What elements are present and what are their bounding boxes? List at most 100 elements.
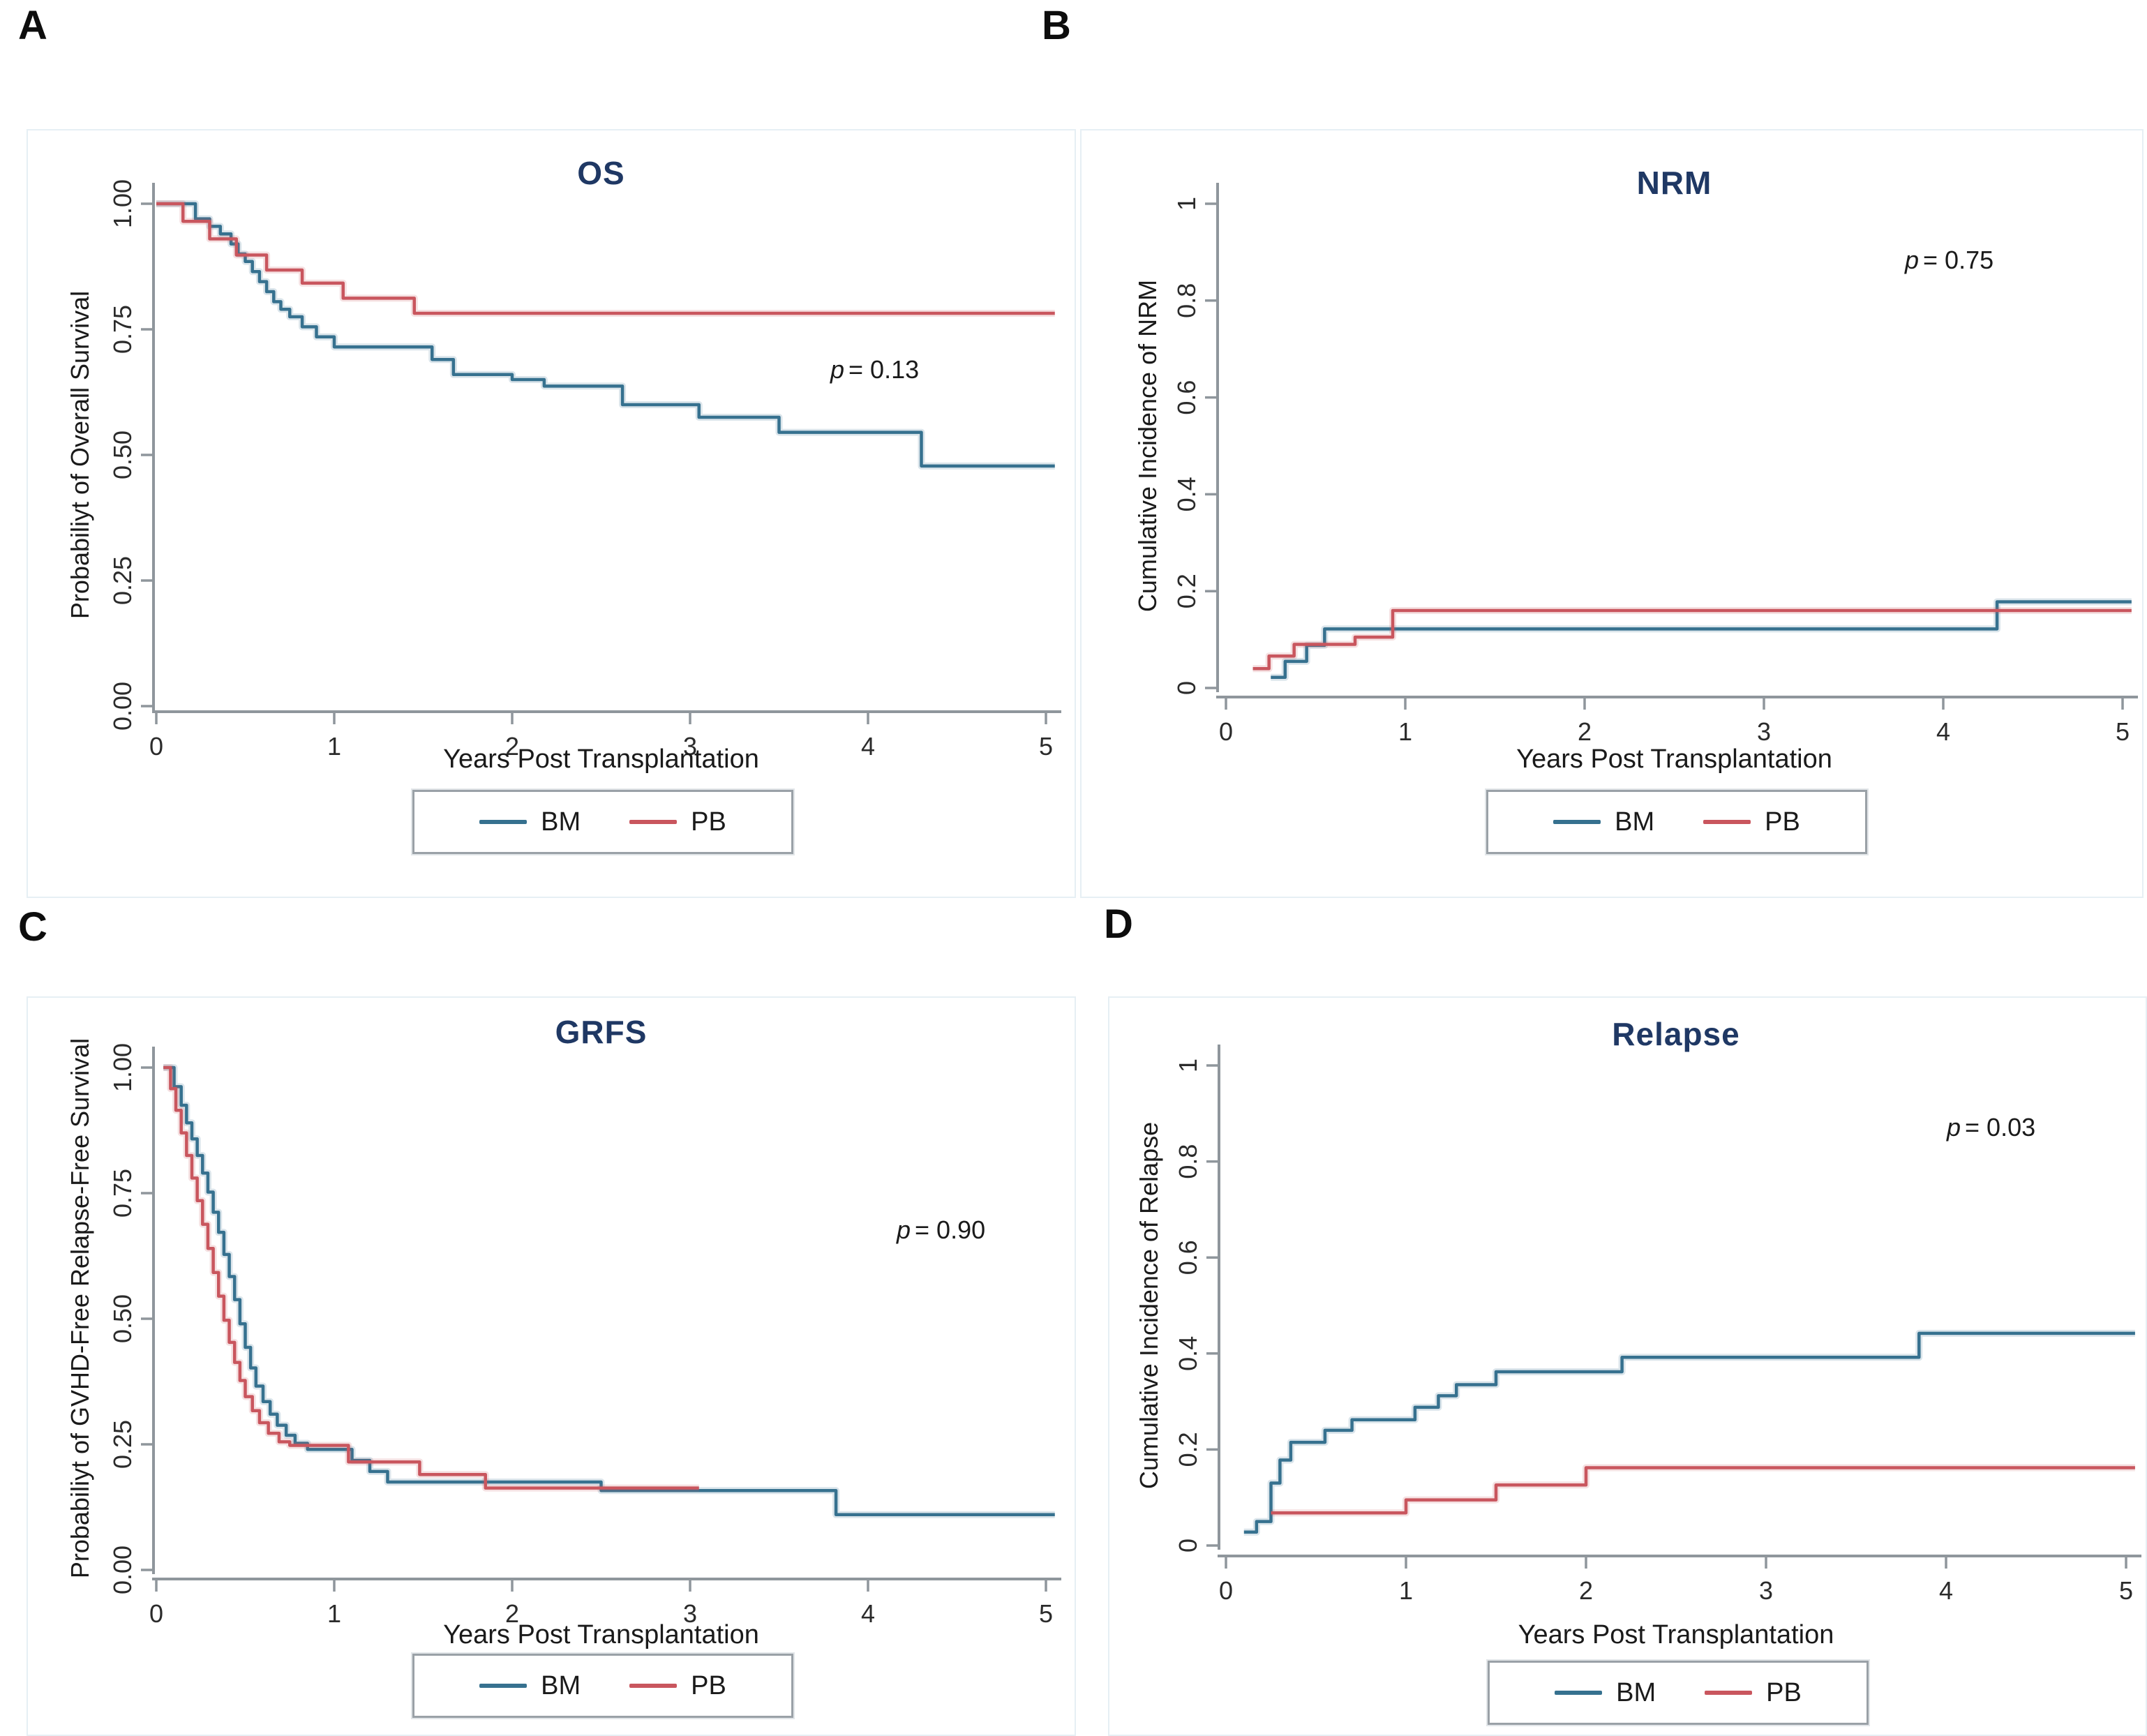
relapse-p-value: p = 0.03 (1947, 1113, 2035, 1142)
grfs-legend: BM PB (411, 1652, 795, 1719)
series-line-pb (156, 202, 1055, 315)
bm-line-swatch (1553, 820, 1601, 824)
x-tick-label: 0 (149, 732, 163, 761)
relapse-chart-title: Relapse (1612, 1016, 1740, 1052)
grfs-plot-area: 1.00 0.75 0.50 0.25 0.00 0 1 2 3 4 5 (108, 1043, 1061, 1628)
series-line-bm (163, 1065, 1055, 1517)
os-p-value: p = 0.13 (830, 355, 919, 384)
series-line-pb (1271, 1466, 2135, 1515)
x-tick-label: 0 (1219, 1576, 1233, 1605)
pb-line-swatch (629, 1684, 678, 1688)
x-tick-label: 3 (1757, 717, 1771, 746)
pb-line-swatch (1705, 1691, 1753, 1695)
nrm-legend-item-pb: PB (1703, 807, 1800, 837)
os-x-axis-label: Years Post Transplantation (443, 744, 759, 774)
x-tick-label: 5 (1039, 1599, 1053, 1628)
os-legend-item-pb: PB (629, 807, 726, 837)
grfs-p-value: p = 0.90 (897, 1215, 985, 1245)
nrm-legend-item-bm: BM (1553, 807, 1654, 837)
series-halo-bm (1243, 1329, 2135, 1536)
x-tick-label: 5 (2119, 1576, 2133, 1605)
y-tick-label: 1 (1172, 197, 1201, 211)
os-y-axis-label: Probabiliyt of Overall Survival (66, 290, 94, 620)
y-tick-label: 1.00 (108, 179, 137, 228)
y-tick-label: 0.2 (1174, 1432, 1202, 1467)
nrm-p-number: = 0.75 (1923, 246, 1994, 274)
series-halo-pb (163, 1064, 699, 1492)
relapse-legend-label-pb: PB (1766, 1677, 1802, 1707)
bm-line-swatch (479, 820, 528, 824)
os-p-symbol: p (830, 355, 845, 384)
grfs-chart-title: GRFS (555, 1014, 648, 1050)
os-legend-label-bm: BM (541, 807, 581, 837)
y-tick-label: 0 (1172, 681, 1201, 695)
y-tick-label: 0.25 (108, 556, 137, 605)
os-chart-title: OS (577, 155, 625, 191)
y-tick-label: 0.00 (108, 682, 137, 731)
relapse-legend: BM PB (1486, 1659, 1870, 1726)
y-tick-label: 1.00 (108, 1043, 137, 1092)
nrm-y-axis-label: Cumulative Incidence of NRM (1133, 279, 1162, 613)
nrm-x-axis-label: Years Post Transplantation (1516, 744, 1832, 774)
series-line-bm (156, 202, 1055, 468)
x-tick-label: 1 (327, 1599, 341, 1628)
series-halo-pb (1271, 1464, 2135, 1517)
grfs-y-axis-label: Probabiliyt of GVHD-Free Relapse-Free Su… (66, 1038, 94, 1579)
grfs-p-symbol: p (897, 1215, 911, 1244)
x-tick-label: 3 (683, 1599, 697, 1628)
y-tick-label: 0.4 (1172, 477, 1201, 511)
os-legend-item-bm: BM (479, 807, 581, 837)
series-line-bm (1243, 1331, 2135, 1534)
nrm-legend-label-bm: BM (1615, 807, 1655, 837)
grfs-legend-item-bm: BM (479, 1671, 581, 1701)
panel-grfs: 1.00 0.75 0.50 0.25 0.00 0 1 2 3 4 5 GRFS p = 0.90 … (27, 996, 1076, 1736)
x-tick-label: 5 (1039, 732, 1053, 761)
nrm-plot-area: 1 0.8 0.6 0.4 0.2 0 0 1 2 3 4 5 (1172, 183, 2138, 746)
y-tick-label: 0 (1174, 1539, 1202, 1552)
relapse-plot-area: 1 0.8 0.6 0.4 0.2 0 0 1 2 3 4 5 (1174, 1045, 2141, 1605)
y-tick-label: 0.75 (108, 305, 137, 354)
relapse-legend-item-bm: BM (1555, 1678, 1656, 1708)
y-tick-label: 0.8 (1172, 283, 1201, 318)
x-tick-label: 4 (1939, 1576, 1953, 1605)
grfs-legend-label-bm: BM (541, 1670, 581, 1700)
x-tick-label: 1 (1398, 717, 1412, 746)
nrm-p-value: p = 0.75 (1905, 246, 1993, 275)
x-tick-label: 4 (1936, 717, 1950, 746)
y-tick-label: 0.50 (108, 431, 137, 479)
x-tick-label: 2 (505, 732, 519, 761)
panel-relapse: 1 0.8 0.6 0.4 0.2 0 0 1 2 3 4 5 Relapse p = 0.03 Cum… (1108, 996, 2147, 1736)
nrm-legend-label-pb: PB (1765, 807, 1800, 837)
x-tick-label: 5 (2116, 717, 2130, 746)
x-tick-label: 2 (505, 1599, 519, 1628)
panel-letter-a: A (18, 3, 47, 48)
nrm-legend: BM PB (1485, 788, 1869, 855)
os-plot-area: 1.00 0.75 0.50 0.25 0.00 0 1 2 3 4 5 (108, 179, 1061, 761)
y-tick-label: 0.6 (1172, 380, 1201, 415)
panel-letter-d: D (1104, 901, 1133, 947)
y-tick-label: 0.6 (1174, 1240, 1202, 1275)
os-legend-label-pb: PB (691, 807, 726, 837)
x-tick-label: 4 (861, 1599, 875, 1628)
nrm-chart-title: NRM (1636, 165, 1712, 201)
y-tick-label: 0.8 (1174, 1144, 1202, 1179)
x-tick-label: 1 (327, 732, 341, 761)
nrm-p-symbol: p (1905, 246, 1920, 274)
os-p-number: = 0.13 (848, 355, 920, 384)
bm-line-swatch (1555, 1691, 1603, 1695)
series-line-pb (163, 1065, 699, 1490)
grfs-legend-label-pb: PB (691, 1670, 726, 1700)
bm-line-swatch (479, 1684, 528, 1688)
series-halo-pb (156, 200, 1055, 317)
series-halo-bm (156, 200, 1055, 470)
panel-letter-b: B (1042, 3, 1071, 48)
panel-os: 1.00 0.75 0.50 0.25 0.00 0 1 2 3 4 5 OS p = 0.13 Pr… (27, 129, 1076, 898)
x-tick-label: 2 (1578, 717, 1592, 746)
pb-line-swatch (1703, 820, 1751, 824)
y-tick-label: 0.4 (1174, 1336, 1202, 1371)
grfs-x-axis-label: Years Post Transplantation (443, 1620, 759, 1649)
y-tick-label: 0.00 (108, 1546, 137, 1594)
relapse-p-symbol: p (1947, 1113, 1961, 1142)
relapse-legend-item-pb: PB (1705, 1678, 1802, 1708)
relapse-p-number: = 0.03 (1965, 1113, 2036, 1142)
